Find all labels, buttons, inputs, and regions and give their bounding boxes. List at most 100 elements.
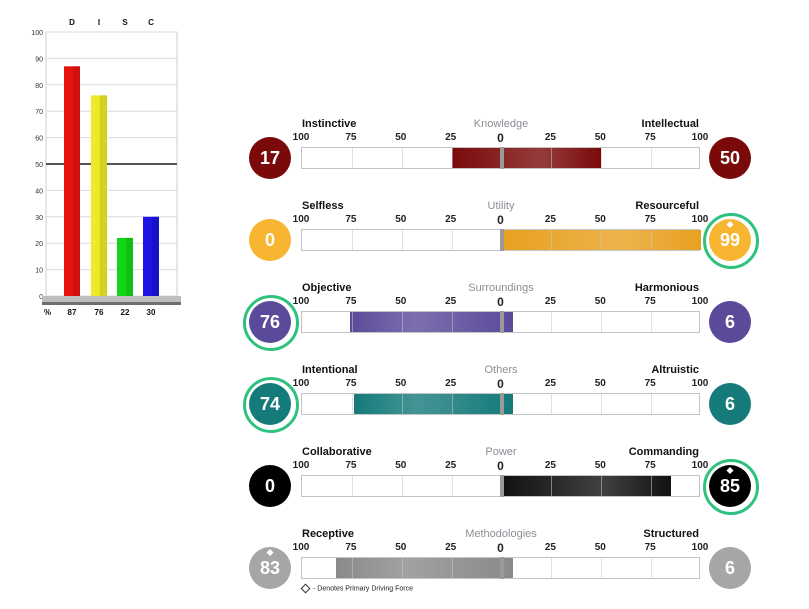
right-label: Altruistic — [651, 364, 699, 376]
tick-label: 0 — [497, 541, 504, 555]
zero-marker — [500, 311, 504, 333]
tick-label: 50 — [395, 460, 407, 471]
tick-label: 100 — [691, 460, 709, 471]
tick-label: 75 — [345, 378, 357, 389]
left-score: 0 — [264, 230, 275, 250]
y-tick-label: 80 — [35, 83, 43, 90]
bar-track — [301, 393, 700, 415]
right-score: 6 — [724, 312, 735, 332]
left-score-circle: 76 — [243, 295, 299, 351]
bar-fill — [501, 476, 672, 496]
tick-label: 100 — [292, 214, 310, 225]
grid-line — [551, 312, 553, 332]
grid-line — [601, 148, 603, 168]
zero-marker — [500, 229, 504, 251]
tick-row: 100 75 50 25 0 25 50 75 100 — [240, 377, 760, 391]
grid-line — [651, 558, 653, 578]
grid-line — [601, 558, 603, 578]
left-score-circle: 17 — [249, 137, 291, 179]
left-score-circle: 0 — [249, 465, 291, 507]
left-score: 0 — [264, 476, 275, 496]
grid-line — [351, 476, 353, 496]
force-title: Power — [485, 446, 517, 458]
grid-line — [601, 230, 603, 250]
tick-label: 100 — [292, 460, 310, 471]
tick-label: 100 — [292, 542, 310, 553]
highlight-ring — [703, 213, 759, 269]
tick-label: 25 — [445, 460, 457, 471]
grid-line — [351, 230, 353, 250]
grid-line — [651, 230, 653, 250]
tick-label: 25 — [544, 132, 556, 143]
left-label: Instinctive — [302, 118, 357, 130]
tick-label: 100 — [691, 132, 709, 143]
left-label: Receptive — [302, 528, 354, 540]
grid-line — [601, 476, 603, 496]
left-score-circle: 83 — [249, 547, 291, 589]
bar-fill — [335, 558, 514, 578]
grid-line — [351, 148, 353, 168]
zero-marker — [500, 393, 504, 415]
tick-row: 100 75 50 25 0 25 50 75 100 — [240, 131, 760, 145]
tick-label: 100 — [292, 296, 310, 307]
zero-marker — [500, 475, 504, 497]
driving-force-row: Intentional Others Altruistic 100 75 50 25 0 25 5… — [240, 364, 760, 444]
bar-track — [301, 557, 700, 579]
y-tick-label: 50 — [35, 162, 43, 169]
tick-label: 100 — [691, 378, 709, 389]
right-score-circle: 6 — [709, 547, 751, 589]
tick-label: 0 — [497, 295, 504, 309]
y-tick-label: 100 — [31, 30, 43, 37]
grid-line — [551, 394, 553, 414]
grid-line — [551, 558, 553, 578]
tick-row: 100 75 50 25 0 25 50 75 100 — [240, 295, 760, 309]
y-tick-label: 70 — [35, 109, 43, 116]
category-label: I — [98, 18, 100, 27]
left-label: Objective — [302, 282, 352, 294]
driving-force-row: Selfless Utility Resourceful 100 75 50 25 0 25 50… — [240, 200, 760, 280]
grid-line — [401, 148, 403, 168]
chart-base — [42, 296, 181, 302]
left-score-circle: 74 — [243, 377, 299, 433]
disc-chart: 0 10 20 30 40 50 60 70 80 90 100 D 87 I 76 S 22 C 30% — [31, 18, 181, 317]
right-label: Intellectual — [641, 118, 699, 130]
tick-label: 25 — [445, 214, 457, 225]
y-tick-label: 90 — [35, 56, 43, 63]
tick-label: 75 — [644, 378, 656, 389]
grid-line — [401, 558, 403, 578]
force-title: Knowledge — [473, 118, 529, 130]
tick-label: 75 — [644, 542, 656, 553]
tick-label: 75 — [345, 460, 357, 471]
bar-D — [64, 66, 80, 296]
bar-C — [143, 216, 159, 296]
tick-row: 100 75 50 25 0 25 50 75 100 — [240, 541, 760, 555]
grid-line — [651, 394, 653, 414]
bar-fill — [353, 394, 514, 414]
highlight-ring — [703, 459, 759, 515]
bar-I — [91, 95, 107, 296]
category-label: C — [148, 18, 154, 27]
tick-row: 100 75 50 25 0 25 50 75 100 — [240, 459, 760, 473]
right-label: Resourceful — [635, 200, 699, 212]
right-score: 6 — [724, 394, 735, 414]
tick-label: 50 — [594, 460, 606, 471]
value-label: 30 — [147, 308, 156, 317]
tick-label: 0 — [497, 459, 504, 473]
tick-label: 75 — [345, 542, 357, 553]
tick-label: 25 — [445, 378, 457, 389]
force-title: Utility — [487, 200, 515, 212]
right-score: 6 — [724, 558, 735, 578]
grid-line — [401, 312, 403, 332]
left-score: 83 — [259, 558, 281, 578]
value-label: 76 — [95, 308, 104, 317]
tick-label: 25 — [445, 132, 457, 143]
tick-label: 50 — [395, 378, 407, 389]
right-score-circle: 6 — [709, 301, 751, 343]
tick-label: 25 — [445, 296, 457, 307]
grid-line — [351, 312, 353, 332]
grid-line — [551, 148, 553, 168]
diamond-icon — [266, 548, 274, 557]
right-score-circle: 99 — [703, 213, 759, 269]
y-tick-label: 60 — [35, 136, 43, 143]
left-score-circle: 0 — [249, 219, 291, 261]
